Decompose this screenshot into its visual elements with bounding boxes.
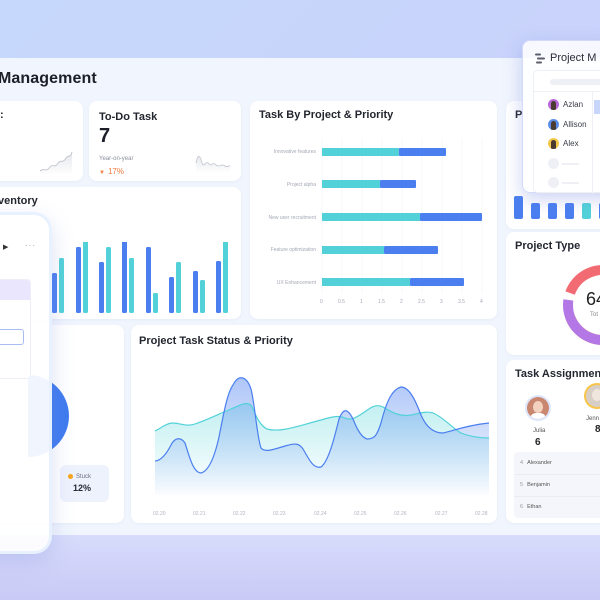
- x-tick: 02.27: [435, 511, 448, 517]
- divider: [514, 474, 600, 475]
- background-band: [0, 535, 600, 600]
- assignee-count: 8: [595, 424, 600, 435]
- avatar: [548, 138, 559, 149]
- right-top-title: P: [515, 109, 523, 121]
- divider: [534, 91, 600, 92]
- list-item[interactable]: 4 Alexander: [520, 460, 552, 466]
- horizontal-stacked-bar-chart[interactable]: [250, 101, 497, 319]
- priority-chart-title: Task By Project & Priority: [259, 109, 394, 121]
- yoy-delta: ▼ 17%: [99, 167, 124, 176]
- list-item[interactable]: 5 Benjamin: [520, 482, 550, 488]
- x-tick: 02.26: [394, 511, 407, 517]
- x-tick: 02.23: [273, 511, 286, 517]
- phone-mockup: ▶ ··· ossible. w: [0, 212, 52, 554]
- y-tick: New user recruitment: [268, 215, 316, 221]
- project-task-status-card: Project Task Status & Priority 02.20 02.…: [131, 325, 497, 523]
- todo-task-value: 7: [99, 125, 111, 147]
- x-tick: 02.22: [233, 511, 246, 517]
- user-item-alex[interactable]: Alex: [548, 138, 579, 149]
- stat-card-title: :: [0, 109, 4, 121]
- task-by-project-priority-card: Task By Project & Priority Innovative fe…: [250, 101, 497, 319]
- inventory-title: ventory: [0, 195, 38, 207]
- yoy-delta-value: 17%: [107, 167, 124, 176]
- x-tick: 02.28: [475, 511, 488, 517]
- todo-task-title: To-Do Task: [99, 111, 158, 123]
- x-tick: 02.21: [193, 511, 206, 517]
- x-tick: 3.5: [458, 299, 465, 305]
- popup-content: Azlan Allison Alex: [533, 70, 600, 194]
- x-tick: 02.24: [314, 511, 327, 517]
- assignee-count: 6: [535, 437, 541, 448]
- placeholder-row: [548, 158, 579, 169]
- avatar: [548, 119, 559, 130]
- y-tick: UX Enhancement: [276, 280, 316, 286]
- inventory-bar-chart[interactable]: [50, 242, 230, 317]
- donut-total-value: 64: [586, 289, 600, 309]
- down-arrow-icon: ▼: [99, 170, 105, 176]
- x-tick: 2.5: [418, 299, 425, 305]
- stuck-label: Stuck: [68, 474, 91, 480]
- sparkline: [195, 155, 231, 173]
- y-tick: Feature optimization: [270, 247, 316, 253]
- x-tick: 1: [360, 299, 363, 305]
- avatar: [548, 99, 559, 110]
- phone-input[interactable]: [0, 329, 24, 345]
- popup-title: Project M: [550, 52, 597, 64]
- yoy-label: Year-on-year: [99, 156, 134, 162]
- avatar-julia[interactable]: [527, 397, 549, 419]
- x-tick: 2: [400, 299, 403, 305]
- right-top-bar-chart[interactable]: [514, 191, 600, 221]
- play-icon[interactable]: ▶: [3, 244, 9, 251]
- divider: [514, 496, 600, 497]
- list-item[interactable]: 6 Ethan: [520, 504, 542, 510]
- user-item-azlan[interactable]: Azlan: [548, 99, 583, 110]
- divider: [592, 91, 593, 194]
- placeholder-row: [548, 177, 579, 188]
- project-type-donut[interactable]: [558, 264, 600, 346]
- assignee-name: Jenn: [586, 416, 600, 422]
- project-type-title: Project Type: [515, 240, 581, 252]
- phone-form-panel: ossible. w: [0, 279, 31, 379]
- y-tick: Innovative features: [273, 149, 316, 155]
- avatar-jenn[interactable]: [586, 385, 600, 407]
- donut-total-label: Tot: [590, 312, 599, 318]
- stat-card: :: [0, 101, 83, 181]
- x-tick: 3: [440, 299, 443, 305]
- stuck-legend: Stuck 12%: [60, 465, 109, 502]
- x-tick: 02.25: [354, 511, 367, 517]
- x-tick: 0: [320, 299, 323, 305]
- assignee-name: Julia: [533, 428, 546, 434]
- stuck-dot-icon: [68, 474, 73, 479]
- assignment-list: 4 Alexander 5 Benjamin 6 Ethan: [514, 452, 600, 518]
- sparkline: [39, 151, 73, 175]
- more-icon[interactable]: ···: [25, 241, 36, 250]
- x-tick: 4: [480, 299, 483, 305]
- gantt-icon: [535, 53, 545, 64]
- page-title: Management: [0, 70, 97, 87]
- x-tick: 02.20: [153, 511, 166, 517]
- stuck-value: 12%: [73, 483, 92, 493]
- todo-task-card[interactable]: To-Do Task 7 Year-on-year ▼ 17%: [89, 101, 241, 181]
- panel-header: [0, 280, 30, 300]
- timeline-bar[interactable]: [594, 100, 600, 114]
- y-tick: Project alpha: [286, 182, 316, 188]
- area-line-chart[interactable]: [131, 325, 497, 523]
- task-status-title: Project Task Status & Priority: [139, 335, 293, 347]
- x-tick: 1.5: [378, 299, 385, 305]
- project-type-card: Project Type: [506, 232, 600, 355]
- x-tick: 0.5: [338, 299, 345, 305]
- project-manager-popup: Project M Azlan Allison Alex: [522, 40, 600, 194]
- popup-search-bar[interactable]: [550, 79, 600, 85]
- task-assignment-title: Task Assignment: [515, 368, 600, 380]
- user-item-allison[interactable]: Allison: [548, 119, 587, 130]
